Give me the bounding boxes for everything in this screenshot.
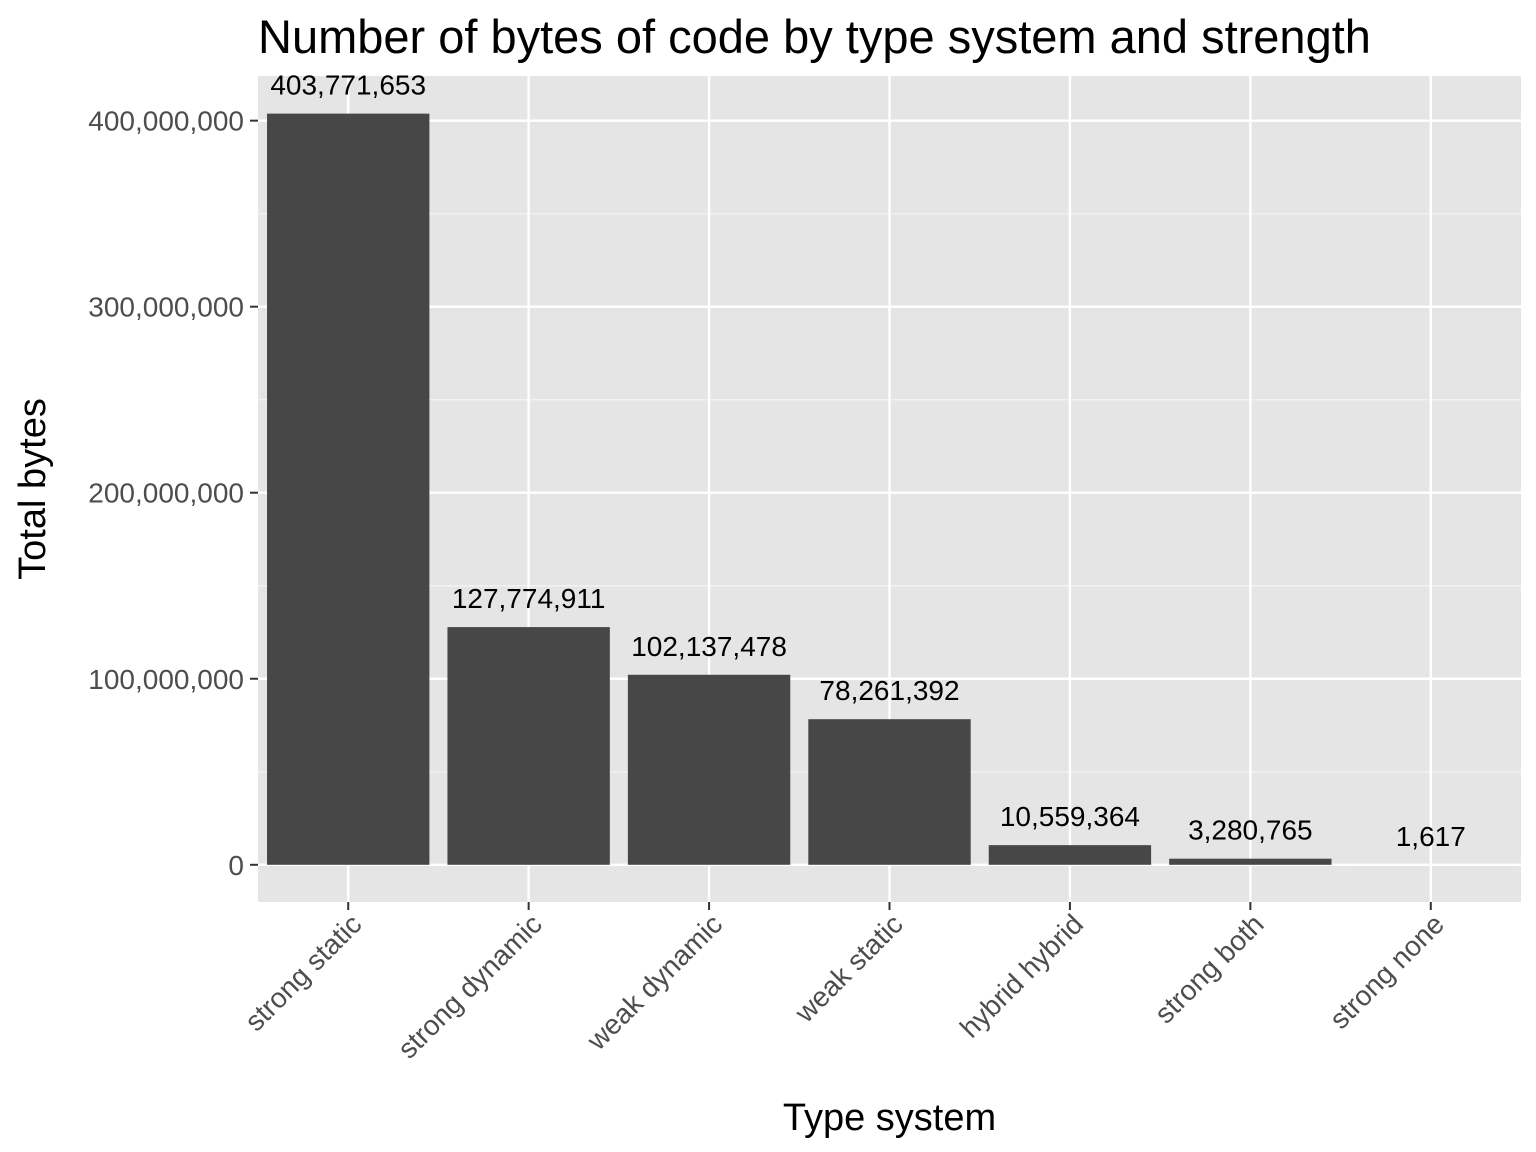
data-labels: 403,771,653 127,774,911 102,137,478 78,261,… — [270, 70, 1465, 852]
x-tick-label: strong none — [1324, 908, 1450, 1034]
bar — [447, 627, 610, 865]
y-tick-label: 0 — [228, 850, 244, 881]
data-label: 403,771,653 — [270, 70, 426, 101]
bar — [1169, 858, 1332, 865]
data-label: 127,774,911 — [452, 583, 606, 614]
data-label: 78,261,392 — [819, 675, 959, 706]
data-label: 102,137,478 — [631, 631, 787, 662]
y-axis-title: Total bytes — [12, 398, 54, 580]
y-axis: 0 100,000,000 200,000,000 300,000,000 400,00… — [88, 106, 258, 881]
bars — [267, 113, 1512, 865]
data-label: 3,280,765 — [1188, 815, 1313, 846]
bar — [808, 719, 971, 865]
x-tick-label: strong static — [239, 908, 368, 1037]
x-axis-title: Type system — [783, 1097, 996, 1139]
chart-title: Number of bytes of code by type system a… — [258, 10, 1371, 63]
y-tick-label: 300,000,000 — [88, 292, 244, 323]
x-tick-label: weak dynamic — [580, 908, 728, 1056]
x-axis: strong static strong dynamic weak dynamic w… — [239, 902, 1450, 1065]
bar — [988, 845, 1152, 865]
y-tick-label: 400,000,000 — [88, 106, 244, 137]
y-tick-label: 200,000,000 — [88, 478, 244, 509]
x-tick-label: hybrid hybrid — [954, 908, 1089, 1043]
x-tick-label: strong both — [1149, 908, 1270, 1029]
y-tick-label: 100,000,000 — [88, 664, 244, 695]
data-label: 1,617 — [1396, 821, 1466, 852]
data-label: 10,559,364 — [1000, 801, 1140, 832]
x-tick-label: weak static — [788, 908, 909, 1029]
x-tick-label: strong dynamic — [392, 908, 548, 1064]
bar — [627, 674, 791, 865]
bar — [267, 113, 430, 865]
